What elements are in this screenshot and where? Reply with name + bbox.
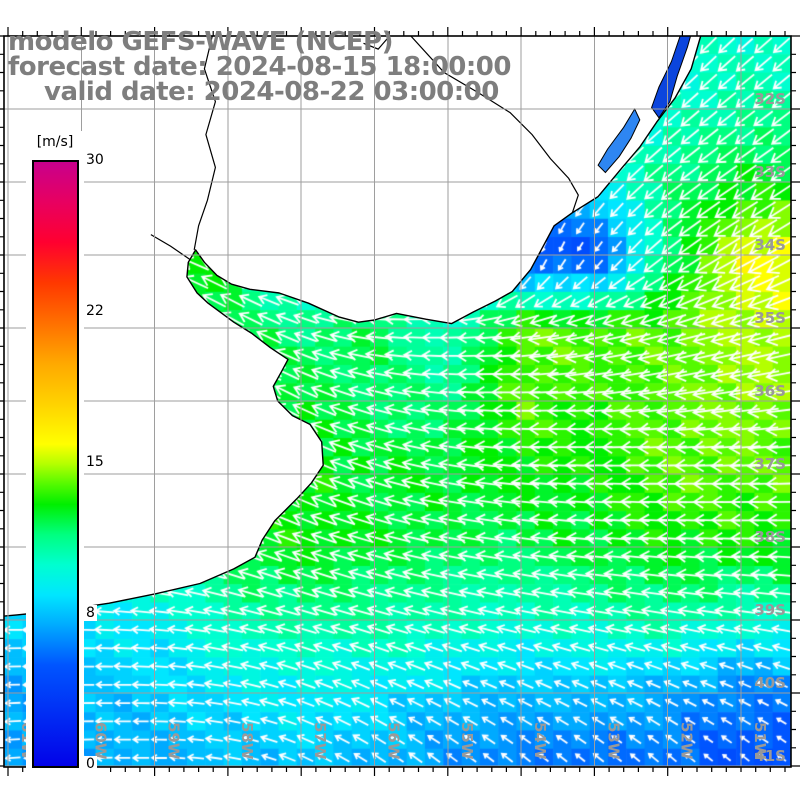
wave-speed-field-canvas xyxy=(4,36,791,767)
colorbar-tick-label: 22 xyxy=(84,303,106,319)
colorbar-unit-label: [m/s] xyxy=(36,134,74,150)
colorbar-tick-label: 8 xyxy=(84,605,97,621)
colorbar-tick-label: 30 xyxy=(84,152,106,168)
colorbar-tick-label: 0 xyxy=(84,756,97,772)
colorbar-tick-label: 15 xyxy=(84,454,106,470)
valid-date-line: valid date: 2024-08-22 03:00:00 xyxy=(44,77,499,107)
colorbar-gradient xyxy=(32,160,79,768)
